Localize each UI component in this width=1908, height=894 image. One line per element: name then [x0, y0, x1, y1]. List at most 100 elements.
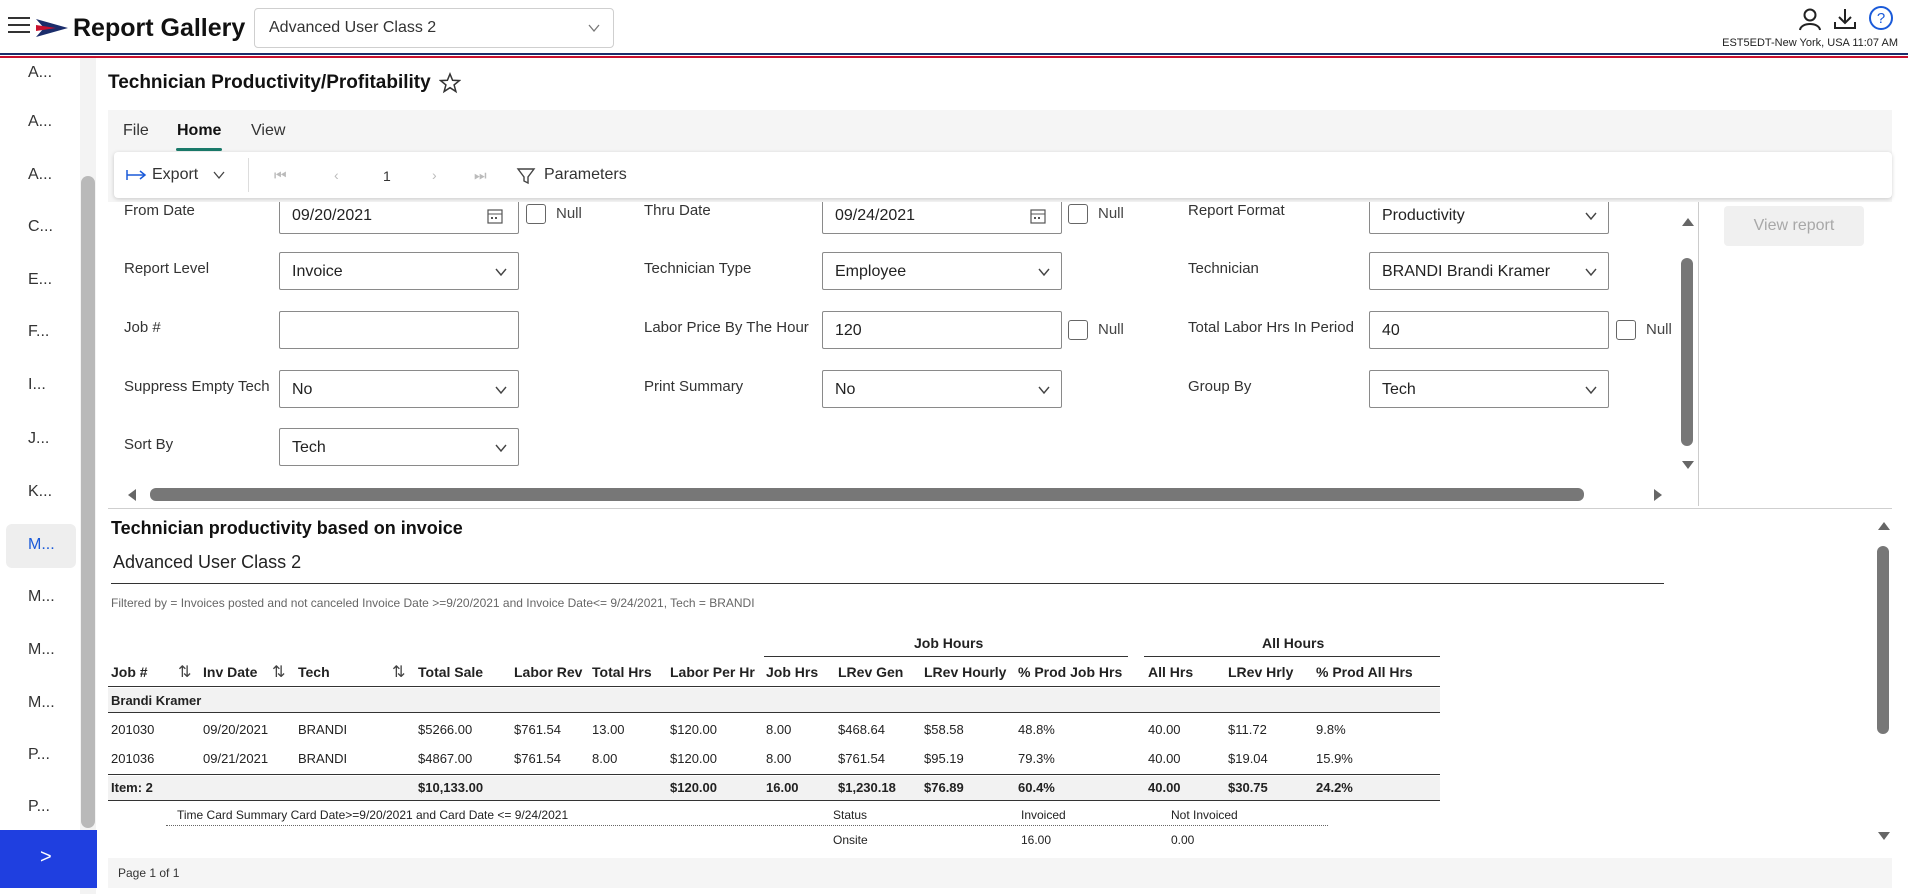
tab-file[interactable]: File	[123, 122, 149, 139]
sidebar-item[interactable]: I...	[28, 376, 46, 393]
tab-view[interactable]: View	[251, 122, 286, 139]
parameters-horizontal-scrollbar[interactable]	[150, 488, 1584, 501]
total-row	[108, 776, 1440, 800]
previous-page-icon[interactable]: ‹	[334, 167, 339, 183]
report-level-select[interactable]: Invoice	[279, 252, 519, 290]
group-by-select[interactable]: Tech	[1369, 370, 1609, 408]
sidebar-item[interactable]: M...	[28, 588, 55, 605]
page-number-input[interactable]: 1	[383, 168, 391, 184]
chevron-down-icon	[495, 268, 507, 277]
row-1-all-hrs: 40.00	[1148, 722, 1181, 737]
labor-price-null-label: Null	[1098, 321, 1124, 338]
row-1-labor-rev: $761.54	[514, 722, 561, 737]
col-header-prod-job-hrs: % Prod Job Hrs	[1018, 664, 1123, 680]
sidebar-item[interactable]: E...	[28, 271, 53, 288]
calendar-icon[interactable]	[1029, 207, 1047, 225]
scroll-up-arrow-icon[interactable]	[1680, 216, 1696, 228]
row-2-tech: BRANDI	[298, 751, 348, 766]
parameters-button[interactable]: Parameters	[544, 166, 627, 183]
row-1-tech: BRANDI	[298, 722, 348, 737]
sidebar-item[interactable]: A...	[28, 166, 53, 183]
gallery-select[interactable]: Advanced User Class 2	[254, 8, 614, 48]
sidebar-item[interactable]: P...	[28, 798, 50, 815]
download-icon[interactable]	[1832, 6, 1858, 32]
from-date-label: From Date	[124, 202, 195, 219]
report-viewer: Technician productivity based on invoice…	[108, 512, 1892, 888]
thru-date-field[interactable]: 09/24/2021	[822, 202, 1062, 234]
header-rule-blue	[0, 53, 1908, 55]
filter-icon[interactable]	[516, 166, 536, 186]
sort-icon[interactable]: ⇅	[392, 664, 406, 681]
tab-home[interactable]: Home	[177, 122, 222, 139]
col-header-total-hrs: Total Hrs	[592, 664, 652, 680]
labor-price-input[interactable]: 120	[822, 311, 1062, 349]
suppress-empty-tech-select[interactable]: No	[279, 370, 519, 408]
row-2-prod-all-hrs: 15.9%	[1316, 751, 1353, 766]
expand-nav-button[interactable]: >	[0, 830, 97, 888]
from-date-null-checkbox[interactable]	[526, 204, 546, 224]
sidebar-item[interactable]: M...	[28, 641, 55, 658]
technician-type-select[interactable]: Employee	[822, 252, 1062, 290]
sort-by-select[interactable]: Tech	[279, 428, 519, 466]
total-prod-job-hrs: 60.4%	[1018, 780, 1055, 795]
scroll-up-arrow-icon[interactable]	[1876, 520, 1892, 532]
report-format-select[interactable]: Productivity	[1369, 202, 1609, 234]
timezone-clock: EST5EDT-New York, USA 11:07 AM	[1722, 37, 1898, 49]
toolbar-separator	[248, 158, 249, 192]
sort-icon[interactable]: ⇅	[272, 664, 286, 681]
job-number-input[interactable]	[279, 311, 519, 349]
user-icon[interactable]	[1797, 6, 1823, 32]
last-page-icon[interactable]: ⏭	[474, 167, 487, 183]
hamburger-menu-icon[interactable]	[8, 17, 30, 35]
help-icon[interactable]: ?	[1868, 5, 1894, 31]
total-labor-hrs-null-checkbox[interactable]	[1616, 320, 1636, 340]
export-button[interactable]: Export	[152, 166, 199, 183]
chevron-down-icon	[1038, 386, 1050, 395]
sidebar-item[interactable]: K...	[28, 483, 53, 500]
row-2-inv-date: 09/21/2021	[203, 751, 269, 766]
sidebar-item[interactable]: J...	[28, 430, 50, 447]
scroll-left-arrow-icon[interactable]	[126, 488, 138, 502]
ribbon: File Home View Export ⏮ ‹ 1 › ⏭ Paramete…	[108, 110, 1892, 202]
chevron-down-icon[interactable]	[212, 169, 226, 181]
calendar-icon[interactable]	[486, 207, 504, 225]
sidebar-item[interactable]: A...	[28, 113, 53, 130]
sidebar-item[interactable]: P...	[28, 746, 50, 763]
scroll-down-arrow-icon[interactable]	[1680, 459, 1696, 471]
chevron-down-icon	[1585, 268, 1597, 277]
row-1-inv-date: 09/20/2021	[203, 722, 269, 737]
scroll-right-arrow-icon[interactable]	[1652, 488, 1664, 502]
favorite-star-icon[interactable]	[439, 72, 461, 94]
page-indicator: Page 1 of 1	[118, 866, 180, 880]
print-summary-select[interactable]: No	[822, 370, 1062, 408]
sidebar-item[interactable]: C...	[28, 218, 53, 235]
report-vertical-scrollbar[interactable]	[1877, 546, 1889, 734]
first-page-icon[interactable]: ⏮	[274, 167, 287, 183]
export-arrow-icon[interactable]	[126, 168, 148, 182]
sidebar-item[interactable]: M...	[28, 694, 55, 711]
scroll-down-arrow-icon[interactable]	[1876, 830, 1892, 842]
col-header-tech: Tech	[298, 664, 330, 680]
from-date-field[interactable]: 09/20/2021	[279, 202, 519, 234]
view-report-button[interactable]: View report	[1724, 206, 1864, 246]
technician-select[interactable]: BRANDI Brandi Kramer	[1369, 252, 1609, 290]
report-title: Technician Productivity/Profitability	[108, 72, 431, 93]
col-header-labor-per-hr: Labor Per Hr	[670, 664, 755, 680]
sort-icon[interactable]: ⇅	[178, 664, 192, 681]
sidebar-item[interactable]: A...	[28, 64, 53, 81]
total-lrev-hourly: $76.89	[924, 780, 964, 795]
row-1-job: 201030	[111, 722, 155, 737]
sidebar-item[interactable]: M...	[6, 524, 76, 568]
next-page-icon[interactable]: ›	[432, 167, 437, 183]
company-logo	[36, 19, 68, 37]
sidebar-item[interactable]: F...	[28, 323, 50, 340]
time-card-rule	[166, 825, 1328, 826]
row-2-labor-per-hr: $120.00	[670, 751, 717, 766]
row-2-job: 201036	[111, 751, 155, 766]
side-nav-scrollbar[interactable]	[81, 176, 95, 828]
header-rule	[108, 686, 1440, 687]
thru-date-null-checkbox[interactable]	[1068, 204, 1088, 224]
total-labor-hrs-input[interactable]: 40	[1369, 311, 1609, 349]
parameters-vertical-scrollbar[interactable]	[1681, 258, 1693, 446]
labor-price-null-checkbox[interactable]	[1068, 320, 1088, 340]
